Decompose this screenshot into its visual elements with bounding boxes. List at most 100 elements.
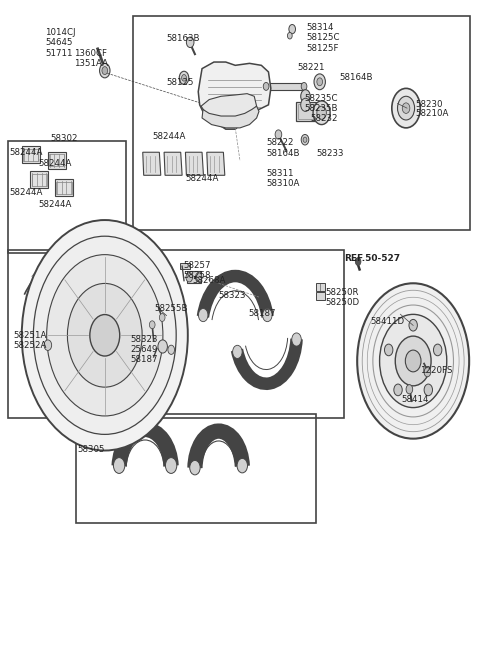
Circle shape: [301, 90, 310, 103]
Text: 58251A
58252A: 58251A 58252A: [13, 331, 47, 350]
Circle shape: [301, 82, 307, 90]
Bar: [316, 292, 325, 300]
Text: 58323: 58323: [219, 291, 246, 300]
Text: 58222: 58222: [266, 137, 294, 147]
Bar: [56, 182, 72, 194]
Circle shape: [317, 78, 323, 86]
Circle shape: [424, 384, 432, 396]
Bar: [298, 104, 314, 119]
Bar: [30, 171, 48, 189]
Circle shape: [402, 103, 410, 114]
Circle shape: [22, 220, 188, 450]
Polygon shape: [202, 106, 259, 128]
Text: 58244A: 58244A: [38, 159, 72, 169]
Text: REF.50-527: REF.50-527: [344, 254, 400, 264]
Polygon shape: [185, 152, 204, 175]
Circle shape: [263, 82, 269, 90]
Circle shape: [99, 63, 110, 78]
Text: 58187: 58187: [249, 309, 276, 318]
Circle shape: [67, 284, 142, 387]
Text: 58244A: 58244A: [185, 174, 219, 183]
Circle shape: [357, 284, 469, 439]
Circle shape: [395, 336, 431, 386]
Circle shape: [195, 273, 202, 282]
Bar: [55, 179, 73, 197]
Text: 58244A: 58244A: [10, 147, 43, 157]
Bar: [43, 340, 55, 350]
Circle shape: [313, 101, 330, 125]
Bar: [133, 16, 470, 230]
Text: 1360CF
1351AA: 1360CF 1351AA: [74, 49, 108, 68]
Text: 58244A: 58244A: [152, 133, 186, 141]
Bar: [22, 146, 40, 163]
Text: 58411D: 58411D: [371, 317, 405, 326]
Circle shape: [405, 350, 421, 372]
Text: 1220FS: 1220FS: [420, 367, 453, 375]
Circle shape: [406, 384, 413, 394]
Text: 58323
25649
58187: 58323 25649 58187: [130, 335, 157, 365]
Bar: [8, 141, 126, 253]
Circle shape: [301, 135, 309, 145]
Circle shape: [186, 37, 194, 48]
Text: 58210A: 58210A: [416, 110, 449, 118]
Circle shape: [380, 314, 447, 408]
Circle shape: [237, 458, 248, 473]
Text: 58125F: 58125F: [306, 44, 339, 52]
Circle shape: [409, 319, 418, 331]
Bar: [180, 263, 190, 269]
Polygon shape: [201, 94, 257, 122]
Text: 58311
58310A: 58311 58310A: [266, 169, 300, 188]
Circle shape: [394, 384, 402, 396]
Text: 58164B: 58164B: [266, 149, 300, 158]
Text: 58235C: 58235C: [304, 94, 337, 103]
Circle shape: [317, 106, 326, 120]
Text: 58244A: 58244A: [10, 189, 43, 197]
Text: 58250R
58250D: 58250R 58250D: [325, 288, 360, 307]
Text: 58125: 58125: [167, 78, 194, 88]
Circle shape: [102, 66, 108, 74]
Text: 58233: 58233: [316, 149, 343, 158]
Text: 58125C: 58125C: [306, 33, 340, 42]
Text: 58164B: 58164B: [340, 73, 373, 82]
Bar: [49, 154, 64, 166]
Wedge shape: [90, 220, 153, 268]
Circle shape: [90, 315, 120, 356]
Bar: [8, 250, 344, 418]
Text: 58244A: 58244A: [38, 201, 72, 209]
Circle shape: [198, 309, 208, 321]
Circle shape: [288, 33, 292, 39]
Circle shape: [190, 460, 200, 475]
Circle shape: [166, 457, 177, 473]
Text: 58414: 58414: [401, 394, 429, 404]
Text: 1014CJ
54645
51711: 1014CJ 54645 51711: [46, 28, 76, 58]
Text: 58163B: 58163B: [167, 35, 200, 43]
Circle shape: [303, 137, 307, 142]
Circle shape: [263, 309, 272, 321]
Bar: [266, 83, 304, 90]
Circle shape: [44, 340, 52, 351]
Text: 58268A: 58268A: [192, 276, 226, 285]
Text: 58257
58258: 58257 58258: [183, 261, 211, 280]
Polygon shape: [198, 62, 271, 129]
Circle shape: [47, 254, 163, 416]
Circle shape: [159, 313, 165, 321]
Circle shape: [397, 96, 415, 120]
Bar: [32, 174, 47, 186]
Text: 58232: 58232: [310, 114, 338, 123]
Circle shape: [181, 74, 186, 81]
Polygon shape: [143, 152, 161, 175]
Text: 58255B: 58255B: [155, 303, 188, 313]
Text: 58305: 58305: [78, 446, 105, 454]
Bar: [23, 149, 38, 161]
Bar: [76, 414, 316, 523]
Circle shape: [113, 457, 125, 473]
Circle shape: [292, 333, 301, 346]
Circle shape: [186, 273, 192, 282]
Circle shape: [149, 321, 155, 329]
Circle shape: [433, 344, 442, 356]
Bar: [316, 283, 325, 291]
Circle shape: [168, 345, 175, 355]
Text: 58221: 58221: [297, 63, 324, 72]
Circle shape: [34, 236, 176, 434]
Bar: [296, 102, 316, 122]
